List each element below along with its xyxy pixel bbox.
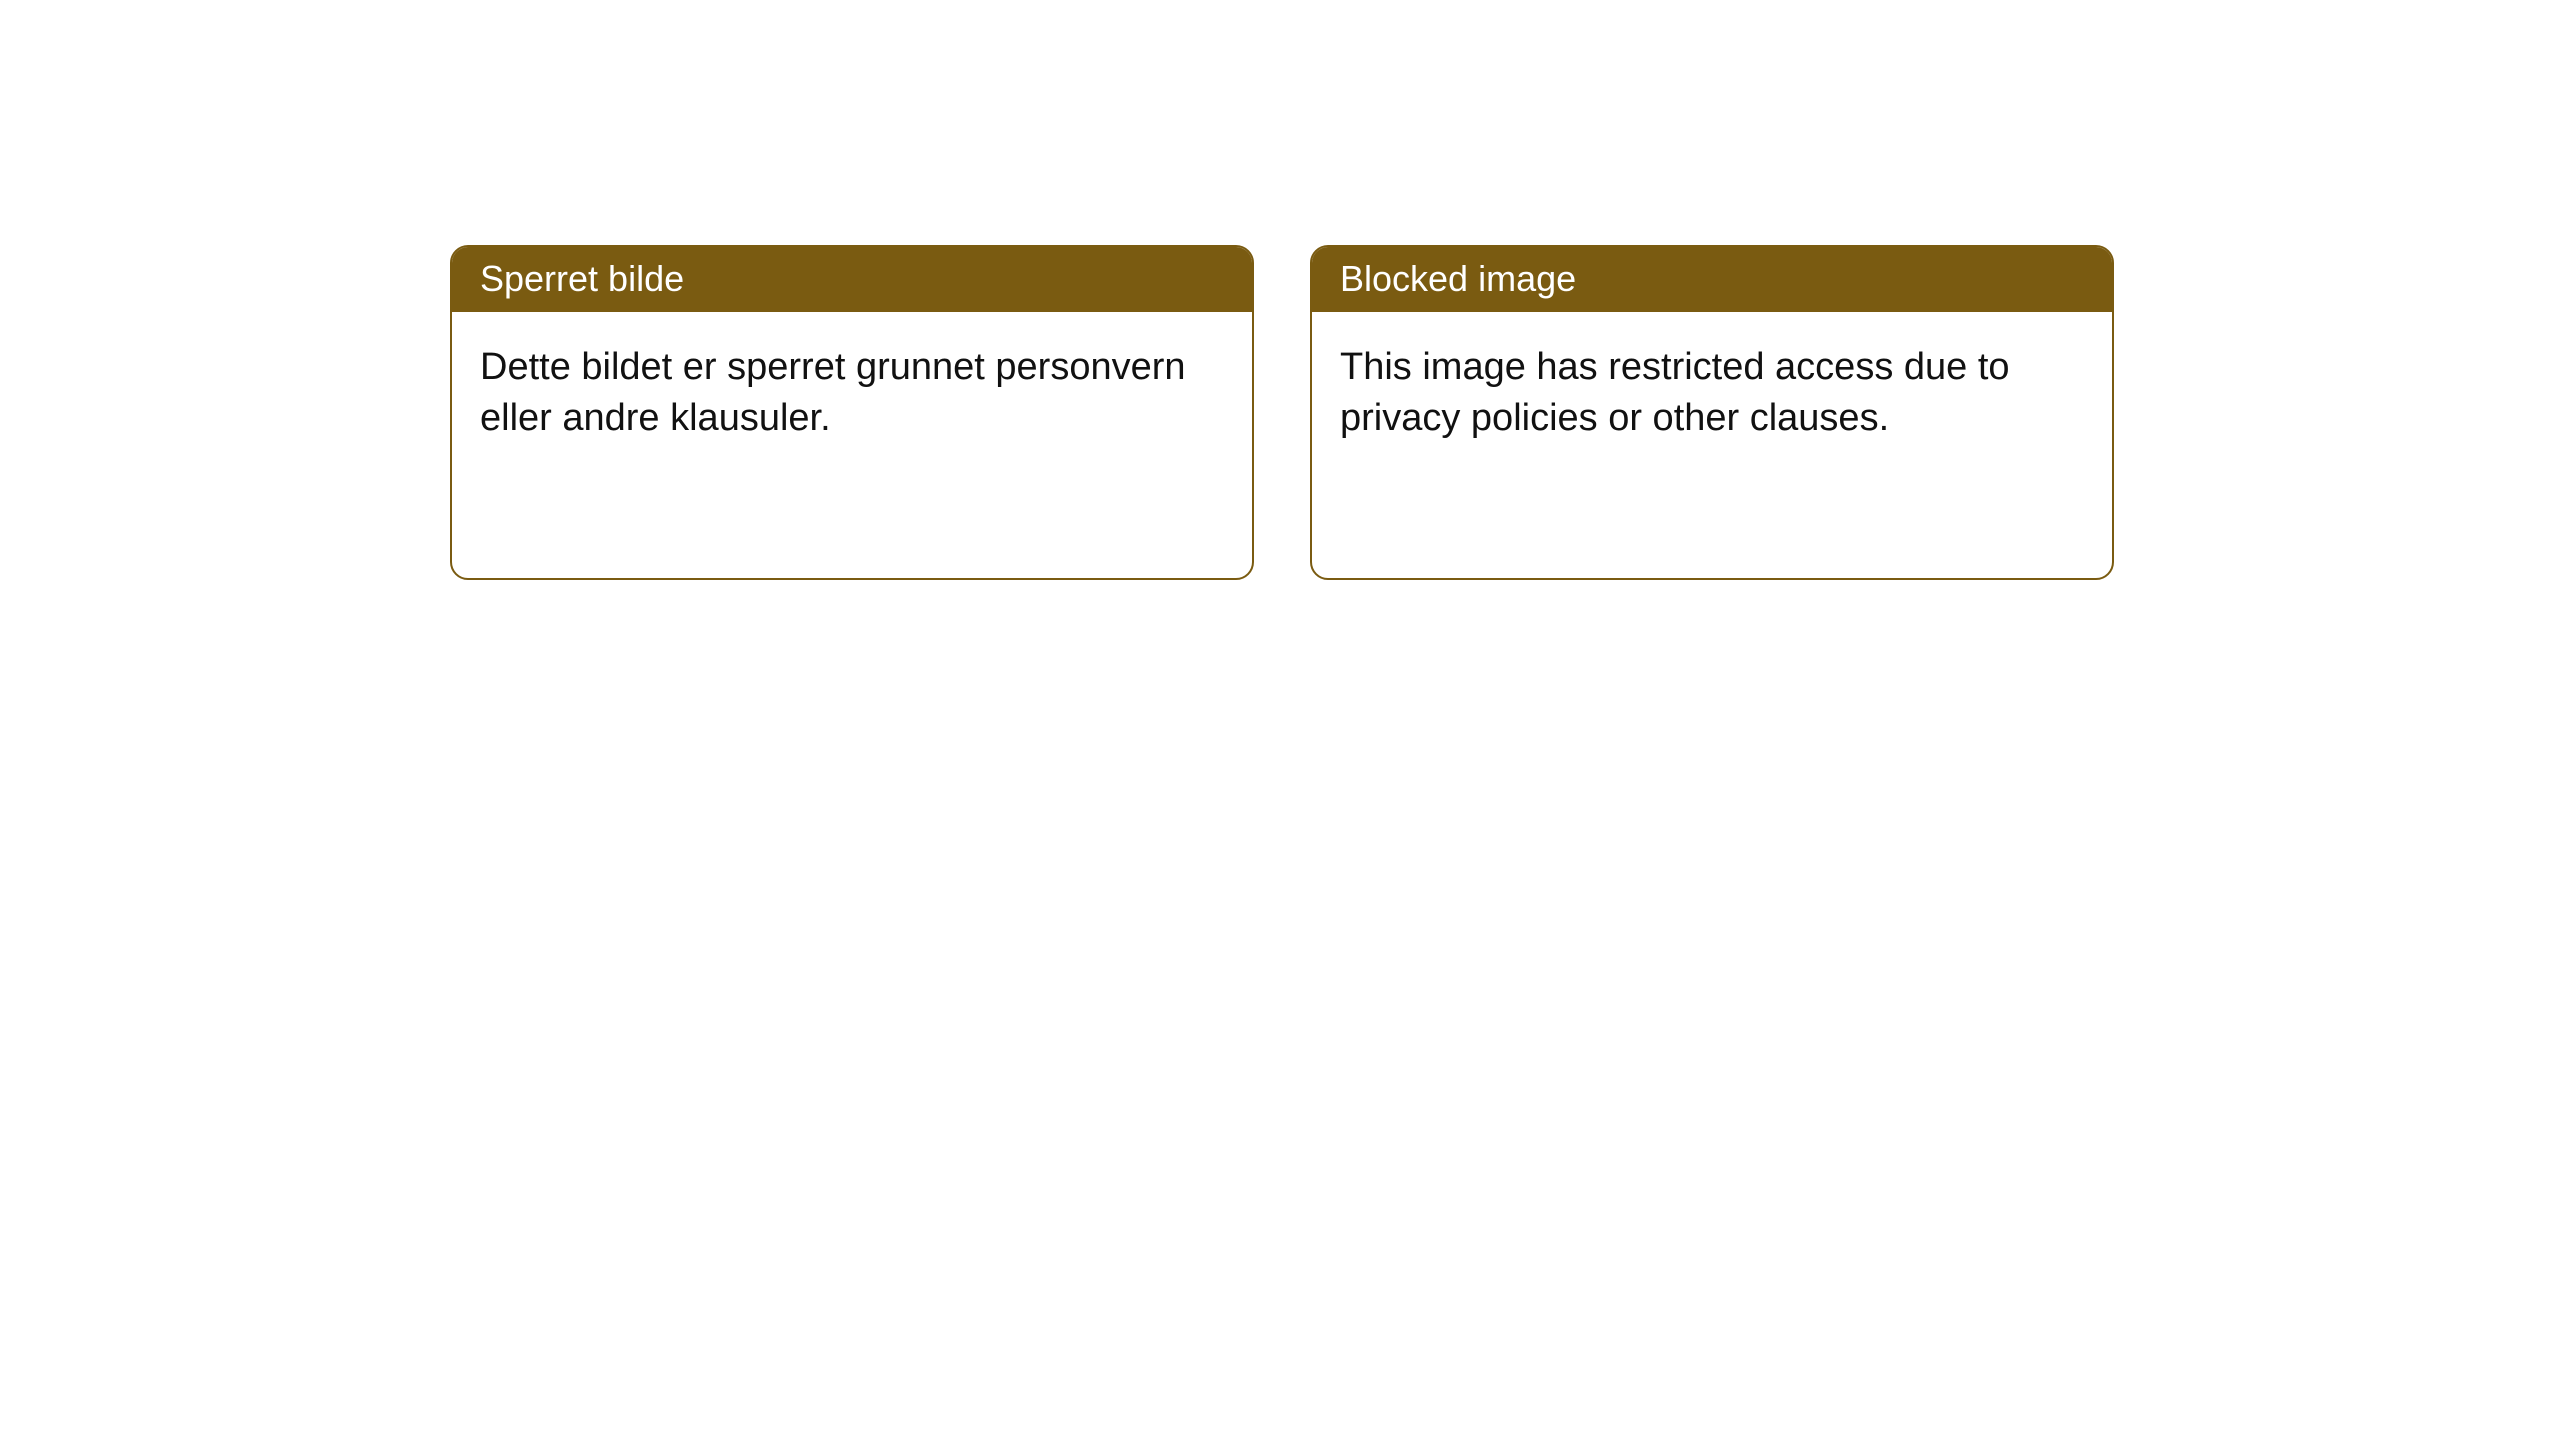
- notice-card-no: Sperret bilde Dette bildet er sperret gr…: [450, 245, 1254, 580]
- card-row: Sperret bilde Dette bildet er sperret gr…: [0, 0, 2560, 580]
- notice-card-body: Dette bildet er sperret grunnet personve…: [452, 312, 1252, 475]
- notice-card-body: This image has restricted access due to …: [1312, 312, 2112, 475]
- notice-card-title: Sperret bilde: [452, 247, 1252, 312]
- notice-card-title: Blocked image: [1312, 247, 2112, 312]
- notice-card-en: Blocked image This image has restricted …: [1310, 245, 2114, 580]
